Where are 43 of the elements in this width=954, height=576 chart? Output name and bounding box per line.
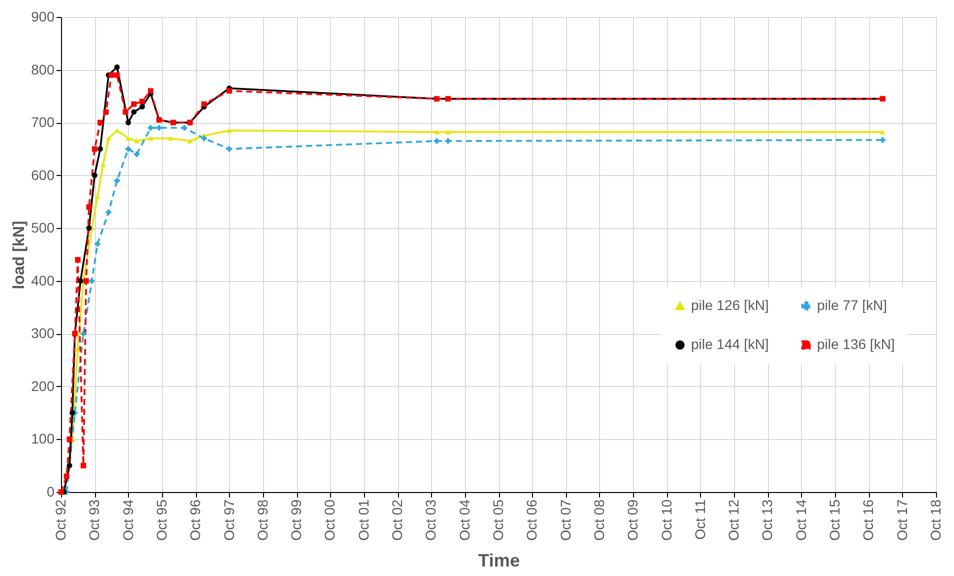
legend-label: pile 77 [kN] bbox=[817, 297, 888, 313]
x-tick-label: Oct 01 bbox=[355, 499, 372, 541]
x-tick-label: Oct 96 bbox=[187, 499, 204, 541]
x-tick-label: Oct 13 bbox=[759, 499, 776, 541]
x-tick-label: Oct 15 bbox=[826, 499, 843, 541]
y-tick-label: 800 bbox=[31, 61, 55, 78]
x-tick-label: Oct 16 bbox=[860, 499, 876, 541]
x-tick-label: Oct 92 bbox=[52, 499, 68, 541]
x-tick-label: Oct 94 bbox=[120, 499, 136, 541]
x-tick-label: Oct 18 bbox=[928, 499, 944, 541]
x-tick-label: Oct 98 bbox=[254, 499, 270, 541]
legend-label: pile 144 [kN] bbox=[691, 336, 769, 352]
x-tick-label: Oct 10 bbox=[658, 499, 674, 541]
x-tick-label: Oct 02 bbox=[389, 499, 406, 541]
y-axis-title: load [kN] bbox=[11, 220, 28, 290]
x-tick-label: Oct 05 bbox=[490, 499, 506, 541]
y-tick-label: 600 bbox=[31, 166, 55, 183]
y-tick-label: 500 bbox=[31, 220, 55, 236]
y-tick-label: 400 bbox=[31, 272, 55, 288]
x-tick-label: Oct 04 bbox=[456, 499, 472, 541]
legend-label: pile 126 [kN] bbox=[691, 297, 769, 313]
y-tick-label: 300 bbox=[31, 325, 55, 342]
x-tick-label: Oct 03 bbox=[422, 499, 439, 541]
y-tick-label: 700 bbox=[31, 114, 55, 130]
x-tick-label: Oct 12 bbox=[726, 499, 742, 541]
x-tick-label: Oct 06 bbox=[524, 499, 540, 541]
x-tick-label: Oct 99 bbox=[288, 499, 304, 541]
y-tick-label: 0 bbox=[46, 484, 55, 500]
x-tick-label: Oct 08 bbox=[590, 499, 607, 541]
x-tick-label: Oct 11 bbox=[692, 499, 708, 540]
x-tick-label: Oct 93 bbox=[86, 499, 102, 541]
x-axis-title: Time bbox=[478, 550, 520, 571]
y-tick-label: 100 bbox=[31, 430, 55, 447]
y-tick-label: 900 bbox=[31, 8, 55, 24]
y-tick-label: 200 bbox=[31, 378, 55, 394]
x-tick-label: Oct 95 bbox=[153, 499, 170, 541]
x-tick-label: Oct 17 bbox=[894, 499, 910, 541]
x-tick-label: Oct 14 bbox=[792, 499, 809, 541]
x-tick-label: Oct 00 bbox=[322, 499, 338, 541]
x-tick-label: Oct 09 bbox=[624, 499, 641, 541]
legend-label: pile 136 [kN] bbox=[817, 336, 895, 352]
x-tick-label: Oct 97 bbox=[220, 499, 237, 541]
x-tick-label: Oct 07 bbox=[557, 499, 574, 541]
